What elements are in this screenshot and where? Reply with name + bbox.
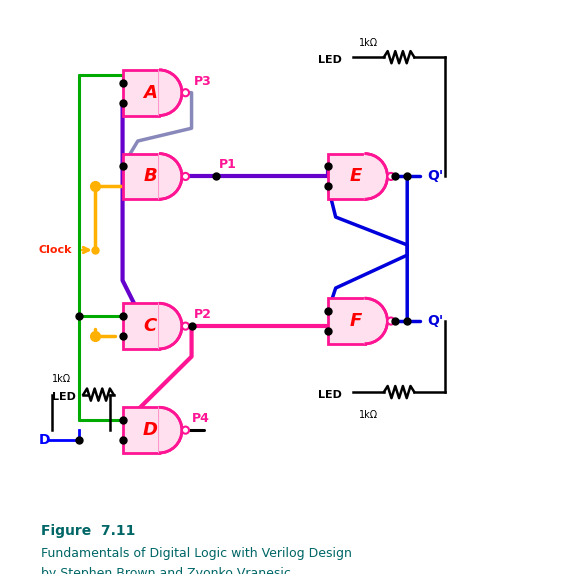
Circle shape (182, 426, 189, 434)
Polygon shape (159, 154, 182, 199)
Polygon shape (365, 298, 387, 344)
Polygon shape (122, 303, 159, 349)
Polygon shape (328, 154, 365, 199)
Polygon shape (159, 408, 182, 453)
Text: by Stephen Brown and Zvonko Vranesic: by Stephen Brown and Zvonko Vranesic (41, 567, 291, 574)
Text: LED: LED (52, 392, 75, 402)
Text: Figure  7.11: Figure 7.11 (41, 524, 136, 538)
Text: D: D (39, 433, 50, 447)
Text: 1kΩ: 1kΩ (359, 410, 378, 420)
Text: Clock: Clock (39, 245, 72, 255)
Text: C: C (144, 317, 157, 335)
Polygon shape (159, 70, 182, 115)
Text: LED: LED (318, 390, 342, 400)
Text: P2: P2 (194, 308, 212, 321)
Text: D: D (143, 421, 158, 439)
Text: Fundamentals of Digital Logic with Verilog Design: Fundamentals of Digital Logic with Veril… (41, 547, 352, 560)
Circle shape (387, 173, 394, 180)
Polygon shape (122, 70, 159, 115)
Polygon shape (328, 298, 365, 344)
Polygon shape (365, 154, 387, 199)
Polygon shape (122, 154, 159, 199)
Text: A: A (143, 84, 157, 102)
Text: F: F (350, 312, 362, 330)
Text: B: B (144, 168, 157, 185)
Text: LED: LED (318, 55, 342, 65)
Polygon shape (159, 303, 182, 349)
Text: E: E (350, 168, 362, 185)
Text: 1kΩ: 1kΩ (52, 374, 71, 385)
Text: Q': Q' (427, 314, 444, 328)
Circle shape (387, 317, 394, 325)
Polygon shape (122, 408, 159, 453)
Text: P4: P4 (191, 412, 209, 425)
Text: 1kΩ: 1kΩ (359, 38, 378, 48)
Circle shape (182, 173, 189, 180)
Text: P3: P3 (194, 75, 212, 88)
Text: Q': Q' (427, 169, 444, 184)
Circle shape (182, 89, 189, 96)
Text: P1: P1 (219, 158, 237, 172)
Circle shape (182, 323, 189, 329)
